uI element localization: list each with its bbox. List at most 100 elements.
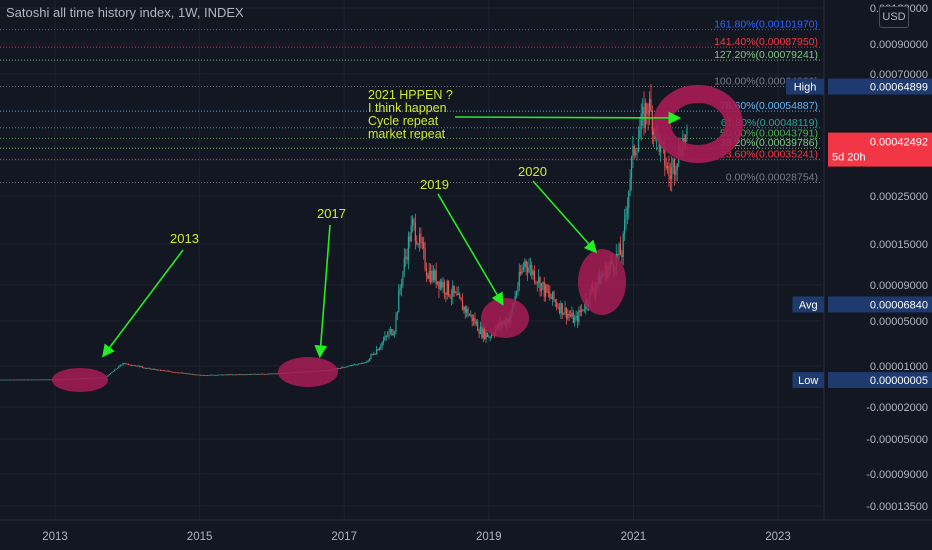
candle-body: [581, 309, 583, 312]
candle-body: [665, 165, 667, 168]
candle-body: [442, 282, 444, 288]
currency-button[interactable]: USD: [879, 6, 909, 28]
candle-body: [35, 379, 37, 381]
candle-body: [362, 363, 364, 364]
candle-body: [154, 368, 156, 370]
candle-body: [560, 303, 562, 314]
candle-body: [204, 375, 206, 376]
time-tick-label: 2019: [476, 531, 502, 543]
candle-body: [40, 379, 42, 381]
candle-body: [547, 291, 549, 293]
candle-body: [259, 374, 261, 375]
candle-body: [428, 270, 430, 279]
price-tick-label: -0.00005000: [866, 434, 928, 446]
candle-body: [456, 292, 458, 296]
candle-body: [357, 363, 360, 365]
time-tick-label: 2017: [331, 531, 357, 543]
candle-body: [199, 374, 202, 376]
annotation-2013: 2013: [170, 231, 199, 246]
candle-body: [484, 328, 486, 339]
candle-body: [617, 253, 619, 256]
candle-body: [558, 307, 561, 314]
candle-body: [628, 191, 630, 209]
current-price-bg: [828, 132, 932, 167]
candle-body: [406, 256, 408, 260]
candle-body: [624, 219, 626, 234]
candle-body: [668, 165, 670, 176]
candle-body: [169, 371, 171, 372]
candle-body: [193, 374, 195, 376]
badge-tag-bg: [792, 296, 824, 313]
fib-label: 0.00%(0.00028754): [726, 171, 818, 183]
candle-body: [561, 303, 563, 315]
candle-body: [377, 349, 379, 351]
candle-body: [42, 379, 44, 381]
candle-body: [640, 113, 642, 130]
candle-body: [256, 373, 259, 375]
candle-body: [7, 379, 9, 381]
candle-body: [133, 365, 135, 367]
annotation-2017: 2017: [317, 206, 346, 221]
candle-body: [18, 379, 20, 381]
candle-body: [414, 222, 416, 242]
candle-body: [524, 260, 526, 268]
candle-body: [542, 281, 544, 284]
candle-body: [364, 362, 367, 364]
candle-body: [407, 236, 410, 260]
candle-body: [180, 372, 182, 374]
candle-body: [540, 283, 543, 292]
highlight-2020: [578, 249, 626, 315]
candle-body: [258, 373, 260, 375]
candle-body: [438, 281, 440, 289]
candle-body: [557, 306, 559, 308]
candle-body: [190, 373, 192, 375]
grid-lines: [0, 0, 822, 520]
candle-body: [474, 317, 476, 324]
candle-body: [179, 372, 181, 374]
candle-body: [206, 375, 209, 377]
candle-body: [345, 366, 347, 368]
candle-body: [46, 379, 48, 381]
candle-body: [270, 373, 272, 375]
candle-body: [4, 379, 6, 381]
candle-body: [244, 374, 246, 376]
candle-body: [430, 270, 432, 283]
candle-body: [567, 313, 569, 319]
candle-body: [576, 315, 579, 323]
candle-body: [464, 306, 466, 313]
arrow-2017: [314, 224, 331, 359]
candle-body: [633, 145, 635, 156]
candle-body: [669, 175, 671, 180]
candle-body: [384, 335, 386, 340]
candle-body: [481, 326, 483, 338]
candle-body: [48, 379, 51, 381]
candle-body: [224, 374, 227, 376]
candle-body: [184, 372, 186, 374]
candle-body: [229, 374, 231, 376]
candle-body: [539, 277, 541, 292]
note-line: market repeat: [368, 127, 446, 141]
candle-body: [107, 375, 109, 377]
candle-body: [262, 373, 264, 375]
candle-body: [418, 233, 421, 244]
candle-body: [163, 370, 166, 372]
fib-label: 78.60%(0.00054887): [720, 100, 818, 112]
candle-body: [664, 146, 666, 166]
candle-body: [3, 379, 5, 381]
candle-body: [435, 270, 437, 285]
candle-body: [375, 349, 378, 355]
candle-body: [468, 315, 471, 316]
candle-body: [346, 366, 349, 368]
candle-body: [553, 291, 555, 301]
candle-body: [535, 281, 537, 283]
candle-body: [574, 318, 576, 323]
fib-label: 23.60%(0.00035241): [720, 148, 818, 160]
candle-body: [32, 379, 34, 381]
candle-body: [571, 312, 573, 317]
fib-label: 61.80%(0.00048119): [721, 117, 818, 129]
candle-body: [159, 369, 162, 371]
candle-body: [267, 373, 270, 375]
candle-body: [222, 374, 224, 376]
candle-body: [671, 167, 673, 180]
